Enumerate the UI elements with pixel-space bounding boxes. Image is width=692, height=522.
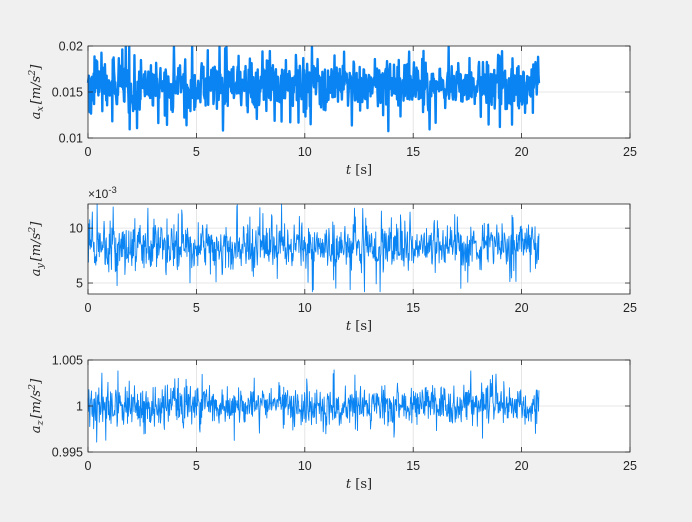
x-tick-label-3-3: 15	[406, 459, 420, 473]
y-tick-label-1-2: 0.02	[59, 40, 83, 54]
x-tick-label-3-5: 25	[623, 459, 637, 473]
x-tick-label-3-2: 10	[298, 459, 312, 473]
y-tick-label-1-0: 0.01	[59, 132, 83, 146]
y-tick-label-2-1: 10	[69, 222, 83, 236]
x-axis-label-3: t [s]	[346, 477, 372, 492]
subplot-3: 0 5 10 15 20 25 0.995 1 1.005 t [s] az[m/s2]	[27, 354, 637, 493]
y-tick-label-2-0: 5	[76, 277, 83, 291]
series-line-3	[87, 369, 540, 443]
x-tick-label-1-4: 20	[515, 145, 529, 159]
x-tick-label-2-2: 10	[298, 301, 312, 315]
y-tick-label-1-1: 0.015	[52, 86, 83, 100]
series-line-2	[87, 203, 540, 293]
x-tick-label-1-1: 5	[193, 145, 200, 159]
x-tick-label-3-1: 5	[193, 459, 200, 473]
y-axis-label-2: ay[m/s2]	[27, 221, 46, 277]
exponent-label-2: ×10-3	[88, 185, 117, 201]
x-tick-label-1-0: 0	[85, 145, 92, 159]
y-axis-label-3: az[m/s2]	[27, 378, 46, 433]
series-line-1	[86, 45, 541, 133]
x-tick-label-1-5: 25	[623, 145, 637, 159]
x-tick-label-2-1: 5	[193, 301, 200, 315]
x-tick-label-3-4: 20	[515, 459, 529, 473]
x-tick-label-2-3: 15	[406, 301, 420, 315]
x-tick-label-2-0: 0	[85, 301, 92, 315]
x-axis-label-2: t [s]	[346, 319, 372, 334]
x-tick-label-2-5: 25	[623, 301, 637, 315]
y-axis-label-1: ax[m/s2]	[27, 64, 46, 120]
x-tick-label-1-2: 10	[298, 145, 312, 159]
y-tick-label-3-2: 1.005	[52, 354, 83, 368]
x-axis-label-1: t [s]	[346, 163, 372, 178]
exponent-power-2: -3	[108, 185, 116, 196]
x-tick-label-2-4: 20	[515, 301, 529, 315]
subplot-1: 0 5 10 15 20 25 0.01 0.015 0.02 t [s] ax[m/s2]	[27, 40, 637, 179]
y-tick-label-3-1: 1	[76, 400, 83, 414]
axes-box-2	[87, 203, 631, 295]
x-tick-label-3-0: 0	[85, 459, 92, 473]
y-tick-label-3-0: 0.995	[52, 446, 83, 460]
x-tick-label-1-3: 15	[406, 145, 420, 159]
